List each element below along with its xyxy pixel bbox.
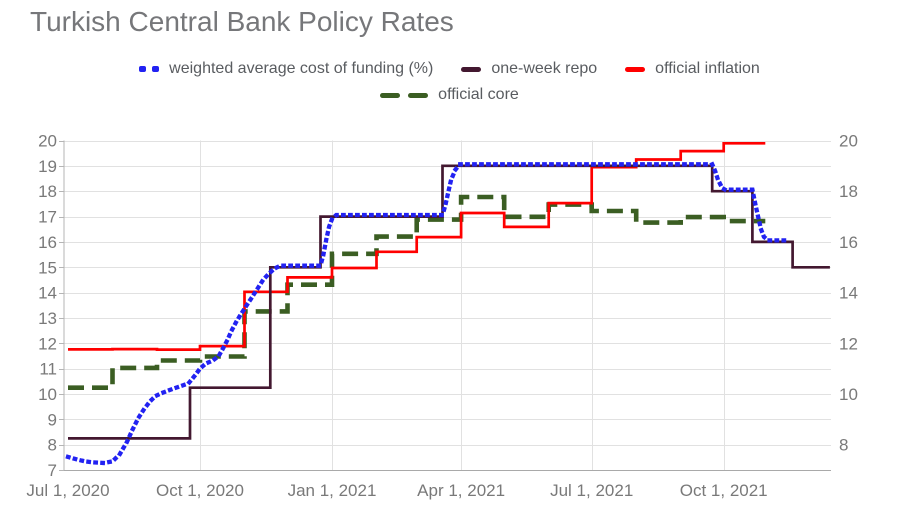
x-axis-label: Jul 1, 2021 (550, 481, 633, 500)
y-axis-label-right: 16 (839, 233, 858, 252)
y-axis-label-left: 17 (38, 208, 57, 227)
legend-item-one-week-repo: one-week repo (461, 60, 597, 78)
series-line-one-week-repo (68, 164, 830, 440)
y-axis-label-left: 16 (38, 233, 57, 252)
y-axis-label-left: 7 (48, 461, 57, 480)
legend-label-inflation: official inflation (655, 60, 760, 77)
x-axis-label: Oct 1, 2020 (156, 481, 244, 500)
legend-label-core: official core (438, 86, 519, 103)
red-line-swatch-icon (625, 66, 646, 72)
y-axis-label-left: 18 (38, 182, 57, 201)
x-axis-label: Oct 1, 2021 (680, 481, 768, 500)
y-axis-label-left: 19 (38, 157, 57, 176)
series-line-official-inflation (68, 141, 766, 351)
x-axis-label: Apr 1, 2021 (417, 481, 505, 500)
y-axis-label-left: 20 (38, 132, 57, 151)
legend-item-weighted-average-cost-of-funding: weighted average cost of funding (%) (139, 60, 433, 78)
x-axis-label: Jan 1, 2021 (288, 481, 377, 500)
y-axis-label-left: 8 (48, 436, 57, 455)
blue-dotted-line-swatch-icon (139, 66, 160, 72)
y-axis-label-left: 14 (38, 284, 57, 303)
y-axis-label-right: 12 (839, 334, 858, 353)
y-axis-label-right: 14 (839, 284, 858, 303)
axis-labels: 20 19 18 17 16 15 14 13 12 11 10 9 8 7 20 18 16 14 12 10 8 Ju… (26, 132, 858, 501)
y-axis-label-left: 10 (38, 385, 57, 404)
legend: weighted average cost of funding (%) one… (0, 60, 899, 104)
y-axis-label-right: 18 (839, 182, 858, 201)
y-axis-label-left: 15 (38, 258, 57, 277)
series-line-official-core (68, 194, 766, 390)
axes (59, 140, 831, 471)
y-axis-label-left: 11 (39, 360, 57, 379)
y-axis-label-right: 8 (839, 436, 848, 455)
legend-row-1: weighted average cost of funding (%) one… (139, 60, 760, 78)
y-axis-label-left: 12 (38, 334, 57, 353)
series-line-weighted-average-cost-of-funding- (65, 162, 792, 466)
legend-label-wacf: weighted average cost of funding (%) (169, 60, 434, 77)
x-axis-label: Jul 1, 2020 (26, 481, 109, 500)
maroon-line-swatch-icon (461, 66, 482, 72)
legend-row-2: official core (380, 86, 519, 104)
legend-label-repo: one-week repo (491, 60, 598, 77)
y-axis-label-right: 20 (839, 132, 858, 151)
y-axis-label-left: 9 (48, 410, 57, 429)
green-dashed-line-swatch-icon (380, 92, 429, 98)
y-axis-label-right: 10 (839, 385, 858, 404)
y-axis-label-left: 13 (38, 309, 57, 328)
legend-item-official-inflation: official inflation (625, 60, 760, 78)
chart-title: Turkish Central Bank Policy Rates (30, 6, 454, 37)
legend-item-official-core: official core (380, 86, 519, 104)
